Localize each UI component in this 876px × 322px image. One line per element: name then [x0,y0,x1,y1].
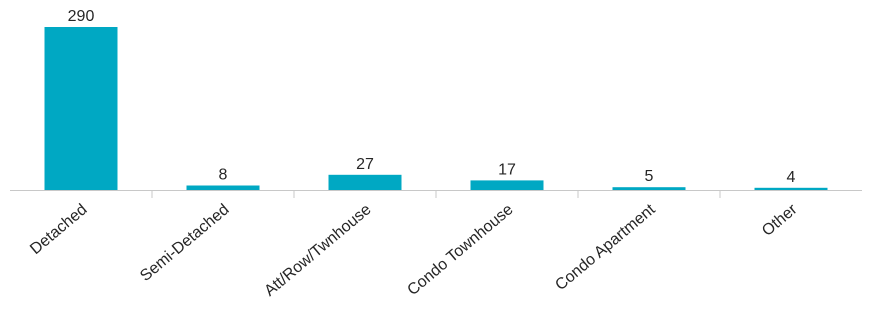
data-label-semi-detached: 8 [219,167,228,184]
bar-condo-apartment [612,187,686,190]
bar-semi-detached [186,185,260,190]
data-label-att-row-twnhouse: 27 [356,156,374,173]
x-tick-label-detached: Detached [27,201,90,258]
data-label-condo-townhouse: 17 [498,161,516,178]
data-labels: 290 8 27 17 5 4 [68,8,796,186]
bar-other [754,187,828,190]
x-tick-label-condo-townhouse: Condo Townhouse [404,201,516,299]
x-tick-label-att-row-twnhouse: Att/Row/Twnhouse [261,201,374,300]
data-label-detached: 290 [68,8,95,25]
bars [44,27,828,190]
bar-att-row-twnhouse [328,174,402,190]
x-tick-labels: Detached Semi-Detached Att/Row/Twnhouse Con… [27,201,801,300]
bar-condo-townhouse [470,180,544,190]
x-tick-label-semi-detached: Semi-Detached [137,201,232,285]
data-label-condo-apartment: 5 [645,168,654,185]
bar-detached [44,27,118,190]
data-label-other: 4 [787,169,796,186]
x-axis [10,190,862,198]
x-tick-label-other: Other [759,201,801,240]
x-tick-label-condo-apartment: Condo Apartment [552,201,659,294]
